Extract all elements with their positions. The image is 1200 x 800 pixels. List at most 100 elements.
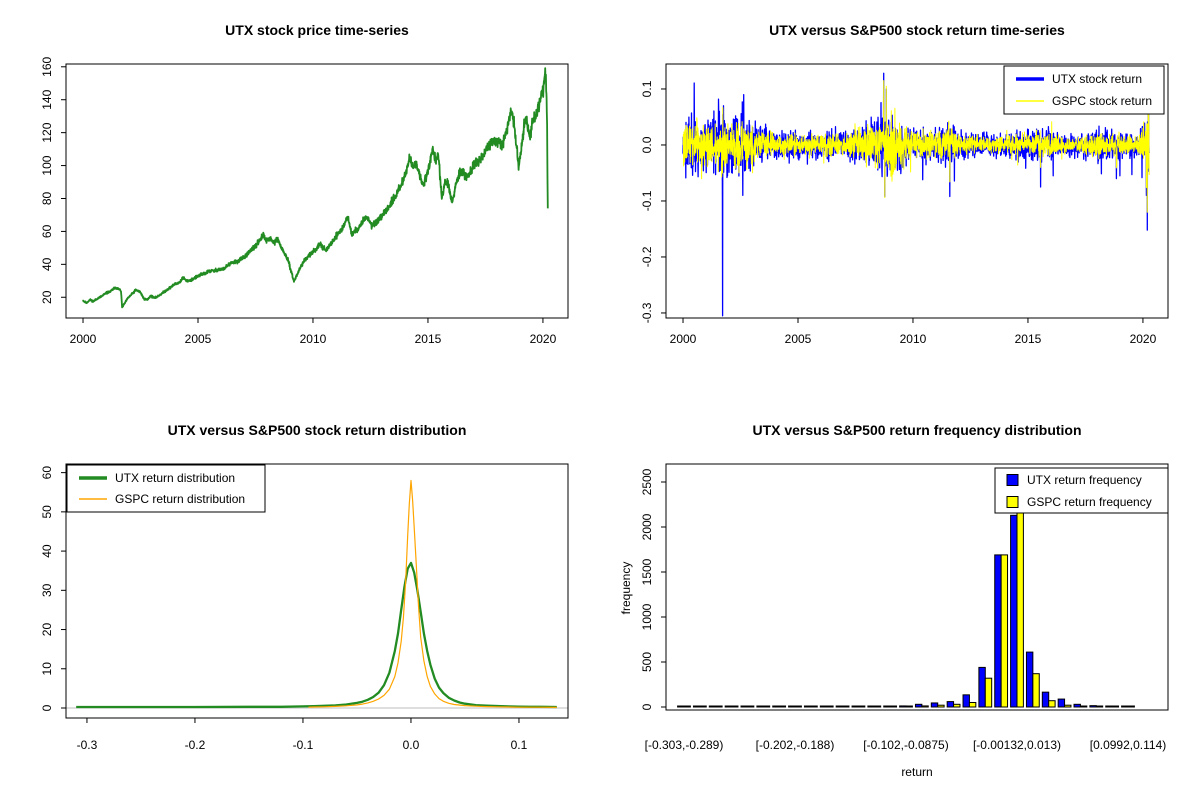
y-tick-label: -0.2 — [640, 246, 654, 267]
legend-box — [994, 467, 1169, 514]
histogram-bar — [708, 705, 717, 708]
histogram-bar — [873, 705, 882, 708]
y-tick-label: 1500 — [640, 558, 654, 585]
series-utx-price — [82, 67, 549, 309]
panel-frequency-chart: 0 500 1000 1500 2000 2500 [-0.303,-0.289) [-0.2… — [600, 400, 1200, 800]
histogram-bar — [724, 705, 733, 708]
y-tick-label: 60 — [40, 224, 54, 238]
x-tick-label: 2015 — [1015, 332, 1042, 346]
x-tick-label: 2020 — [1130, 332, 1157, 346]
histogram-bar — [1010, 514, 1018, 708]
histogram-bar — [1121, 705, 1129, 708]
histogram-bar — [746, 705, 755, 708]
histogram-bar — [1032, 673, 1040, 708]
y-tick-label: 0 — [640, 703, 654, 710]
legend-label: GSPC return distribution — [115, 492, 245, 506]
chart-density: 0 10 20 30 40 50 60 -0.3 -0.2 -0.1 0.0 0.1 UTX retur… — [40, 463, 569, 752]
bin-label: [-0.102,-0.0875) — [863, 738, 948, 752]
histogram-bar — [794, 705, 802, 708]
y-tick-label: 20 — [40, 623, 54, 637]
histogram-bar — [683, 705, 691, 708]
legend-swatch — [1006, 496, 1019, 508]
histogram-bar — [842, 705, 850, 708]
histogram-bar — [867, 705, 875, 708]
x-tick-label: 0.1 — [511, 738, 528, 752]
histogram-bar — [1095, 705, 1104, 708]
chart-price: 20 40 60 80 100 120 140 160 2000 2005 2010 2015 2020 — [40, 56, 569, 346]
legend-label: GSPC stock return — [1052, 94, 1152, 108]
histogram-bar — [699, 705, 707, 708]
x-tick-label: -0.2 — [185, 738, 206, 752]
histogram-bar — [1025, 651, 1034, 708]
histogram-bar — [692, 705, 701, 708]
plot-box — [665, 63, 1169, 319]
x-tick-label: -0.1 — [293, 738, 314, 752]
y-tick-label: 30 — [40, 583, 54, 597]
x-tick-label: 2005 — [185, 332, 212, 346]
bin-label: [-0.303,-0.289) — [645, 738, 724, 752]
bin-label: [0.0992,0.114) — [1090, 738, 1167, 752]
y-tick-label: -0.1 — [640, 190, 654, 211]
histogram-bar — [762, 705, 771, 708]
histogram-bar — [772, 705, 780, 708]
panel-price-chart: 20 40 60 80 100 120 140 160 2000 2005 2010 2015 2020… — [0, 0, 600, 400]
y-tick-label: 100 — [40, 155, 54, 175]
series-utx-density — [76, 561, 557, 709]
chart-title: UTX versus S&P500 stock return distribut… — [167, 422, 467, 438]
legend-box — [1003, 65, 1165, 115]
y-tick-label: -0.3 — [640, 302, 654, 323]
histogram-bar — [1041, 691, 1050, 708]
y-tick-label: 60 — [40, 466, 54, 480]
histogram-bar — [899, 705, 907, 708]
y-axis-label: frequency — [619, 561, 633, 615]
histogram-bar — [740, 705, 748, 708]
histogram-bar — [857, 705, 866, 708]
histogram-bar — [914, 703, 923, 708]
histogram-bar — [889, 705, 898, 708]
histogram-bar — [883, 705, 891, 708]
x-tick-label: 0.0 — [403, 738, 420, 752]
histogram-bar — [937, 704, 945, 708]
histogram-bar — [921, 705, 929, 708]
histogram-bar — [677, 705, 685, 708]
y-tick-label: 1000 — [640, 603, 654, 630]
y-tick-label: 140 — [40, 89, 54, 109]
x-tick-label: 2010 — [900, 332, 927, 346]
panel-returns-chart: 0.1 0.0 -0.1 -0.2 -0.3 2000 2005 2010 2015 2020 UT… — [600, 0, 1200, 400]
x-tick-label: 2020 — [530, 332, 557, 346]
y-tick-label: 10 — [40, 662, 54, 676]
legend-box — [66, 464, 266, 513]
legend-label: UTX stock return — [1052, 72, 1142, 86]
y-tick-label: 2500 — [640, 468, 654, 495]
histogram-bar — [984, 677, 993, 708]
x-tick-label: 2015 — [415, 332, 442, 346]
x-tick-label: 2000 — [670, 332, 697, 346]
histogram-bar — [851, 705, 859, 708]
histogram-bar — [810, 705, 818, 708]
histogram-bar — [756, 705, 764, 708]
x-tick-label: 2000 — [70, 332, 97, 346]
legend-label: UTX return distribution — [115, 471, 235, 485]
chart-title: UTX versus S&P500 stock return time-seri… — [769, 22, 1065, 38]
histogram-bar — [1111, 705, 1120, 708]
y-tick-label: 0.1 — [640, 80, 654, 97]
y-tick-label: 0 — [40, 704, 54, 711]
y-tick-label: 120 — [40, 122, 54, 142]
y-tick-label: 20 — [40, 290, 54, 304]
y-tick-label: 40 — [40, 257, 54, 271]
panel-density-chart: 0 10 20 30 40 50 60 -0.3 -0.2 -0.1 0.0 0.1 UTX retur… — [0, 400, 600, 800]
histogram-bar — [1016, 510, 1024, 708]
histogram-bar — [1064, 704, 1072, 708]
histogram-bar — [731, 705, 739, 708]
plot-box — [65, 463, 569, 719]
histogram-bar — [962, 694, 970, 708]
chart-title: UTX versus S&P500 return frequency distr… — [752, 422, 1082, 438]
y-tick-label: 80 — [40, 191, 54, 205]
chart-title: UTX stock price time-series — [225, 22, 409, 38]
histogram-bar — [930, 702, 939, 708]
histogram-bar — [994, 554, 1002, 708]
chart-frequency: 0 500 1000 1500 2000 2500 [-0.303,-0.289) [-0.2… — [640, 463, 1169, 752]
histogram-bar — [1048, 700, 1056, 708]
histogram-bar — [1073, 703, 1081, 708]
y-tick-label: 2000 — [640, 513, 654, 540]
